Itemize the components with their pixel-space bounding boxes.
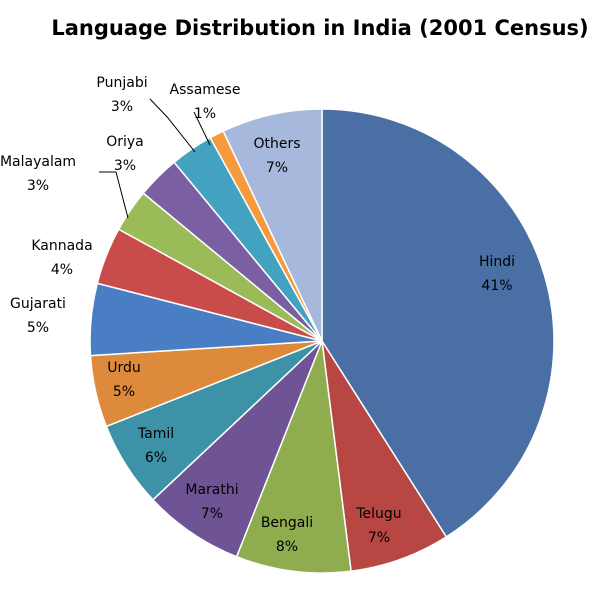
slice-percent-tamil: 6% xyxy=(145,450,167,466)
slice-percent-hindi: 41% xyxy=(481,278,512,294)
slice-percent-others: 7% xyxy=(266,160,288,176)
pie-slice-telugu xyxy=(321,340,448,573)
slice-label-telugu: Telugu xyxy=(355,506,401,522)
slice-percent-bengali: 8% xyxy=(276,539,298,555)
slice-label-bengali: Bengali xyxy=(261,515,313,531)
slice-label-oriya: Oriya xyxy=(106,134,144,150)
slice-label-gujarati: Gujarati xyxy=(10,296,66,312)
pie-slice-bengali xyxy=(235,340,352,574)
pie-slice-others xyxy=(222,108,323,342)
chart-title: Language Distribution in India (2001 Cen… xyxy=(51,16,589,40)
slice-label-hindi: Hindi xyxy=(479,254,515,270)
slice-percent-urdu: 5% xyxy=(113,384,135,400)
leader-line-malayalam xyxy=(99,171,129,219)
slice-percent-marathi: 7% xyxy=(201,506,223,522)
slice-percent-assamese: 1% xyxy=(194,106,216,122)
slice-label-malayalam: Malayalam xyxy=(0,154,76,170)
slice-percent-telugu: 7% xyxy=(368,530,390,546)
slice-label-urdu: Urdu xyxy=(107,360,141,376)
slice-label-punjabi: Punjabi xyxy=(96,75,147,91)
slice-label-tamil: Tamil xyxy=(137,426,174,442)
slice-label-kannada: Kannada xyxy=(31,238,92,254)
leader-lines xyxy=(99,98,211,219)
leader-line-assamese xyxy=(193,111,211,146)
pie-slice-marathi xyxy=(151,340,323,558)
pie-slices xyxy=(89,108,555,574)
slice-percent-gujarati: 5% xyxy=(27,320,49,336)
slice-label-others: Others xyxy=(253,136,300,152)
slice-percent-punjabi: 3% xyxy=(111,99,133,115)
slice-percent-malayalam: 3% xyxy=(27,178,49,194)
slice-labels: Hindi 41% Telugu 7% Bengali 8% Marathi 7% Tamil 6… xyxy=(0,75,515,555)
leader-line-punjabi xyxy=(149,98,196,153)
pie-slice-hindi xyxy=(321,108,555,538)
slice-percent-kannada: 4% xyxy=(51,262,73,278)
slice-label-assamese: Assamese xyxy=(170,82,241,98)
slice-label-marathi: Marathi xyxy=(185,482,238,498)
slice-percent-oriya: 3% xyxy=(114,158,136,174)
